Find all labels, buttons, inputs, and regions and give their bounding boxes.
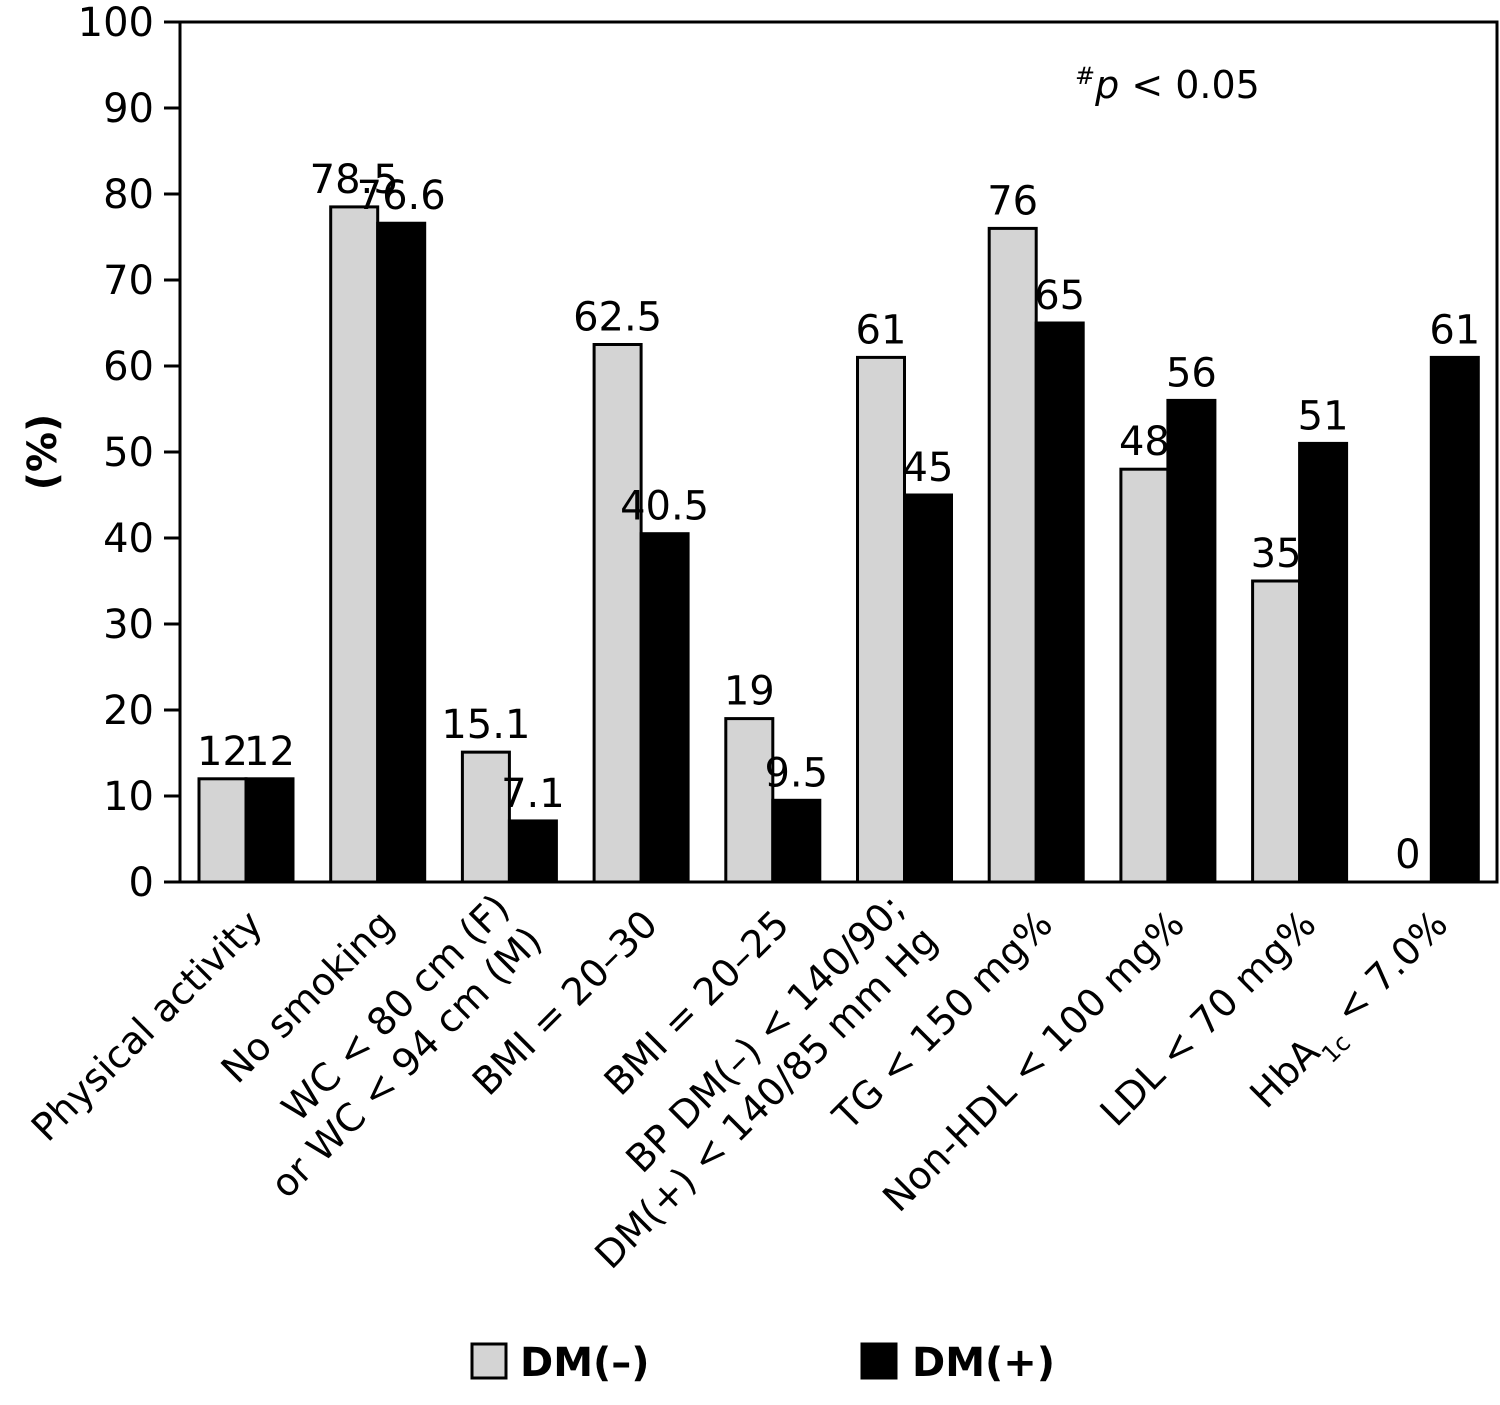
x-category-line: Physical activity [23,902,271,1150]
y-tick-label: 50 [103,430,154,476]
bar-dm-minus [987,226,1038,884]
y-axis-label: (%) [20,414,66,491]
data-label: 12 [197,729,248,775]
bar-dm-minus [856,355,906,884]
y-tick-label: 80 [103,172,154,218]
data-label: 48 [1119,419,1170,465]
data-label: 15.1 [441,702,530,748]
x-category-label: Physical activity [23,902,271,1150]
data-label: 56 [1166,350,1217,396]
bar-dm-plus [1166,398,1217,884]
data-label: 62.5 [573,295,662,341]
bar-dm-minus [460,750,511,884]
y-tick-label: 20 [103,688,154,734]
y-tick-label: 60 [103,344,154,390]
data-label: 19 [724,669,775,715]
legend-swatch [470,1342,508,1380]
bar-dm-minus [592,343,643,884]
y-tick-label: 30 [103,602,154,648]
data-label: 61 [1429,307,1480,353]
bar-dm-minus [329,205,380,884]
data-label: 45 [903,445,954,491]
x-category-text: HbA [1241,1030,1328,1117]
annotation-prefix: # [1075,62,1095,90]
data-label: 0 [1395,832,1420,878]
data-label: 78.5 [310,157,399,203]
bar-dm-plus [244,777,295,884]
data-label: 76.6 [357,173,446,219]
y-tick-label: 90 [103,86,154,132]
y-tick-label: 10 [103,774,154,820]
bar-dm-plus [1429,355,1480,884]
y-tick-label: 0 [129,860,154,906]
bar-dm-plus [771,798,822,884]
y-tick-label: 40 [103,516,154,562]
data-label: 35 [1251,531,1302,577]
bar-dm-plus [376,221,427,884]
bar-dm-plus [903,493,953,884]
data-label: 40.5 [620,484,709,530]
bar-dm-plus [639,532,690,884]
bar-dm-minus [1119,467,1170,884]
bar-dm-minus [724,717,775,884]
bar-dm-plus [1298,441,1349,884]
annotation-rest: < 0.05 [1119,63,1260,107]
y-tick-label: 100 [78,0,154,46]
x-category-text: < 7.0% [1317,902,1456,1041]
bar-dm-minus [197,777,248,884]
data-label: 9.5 [764,750,828,796]
data-label: 76 [987,178,1038,224]
annotation-italic: p [1094,63,1119,107]
legend-label: DM(–) [520,1340,650,1386]
y-tick-label: 70 [103,258,154,304]
data-label: 61 [856,307,907,353]
data-label: 65 [1034,273,1085,319]
bar-dm-plus [507,819,558,884]
legend-label: DM(+) [912,1340,1055,1386]
bar-dm-plus [1034,321,1085,884]
bar-dm-minus [1251,579,1302,884]
data-label: 12 [244,729,295,775]
significance-annotation: #p < 0.05 [1075,62,1260,107]
data-label: 51 [1298,393,1349,439]
data-label: 7.1 [501,771,565,817]
x-category-text: Physical activity [23,902,271,1150]
legend-swatch [860,1342,898,1380]
